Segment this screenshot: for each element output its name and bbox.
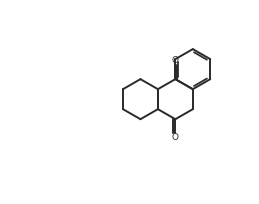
Text: O: O (172, 56, 179, 65)
Text: O: O (172, 133, 179, 142)
